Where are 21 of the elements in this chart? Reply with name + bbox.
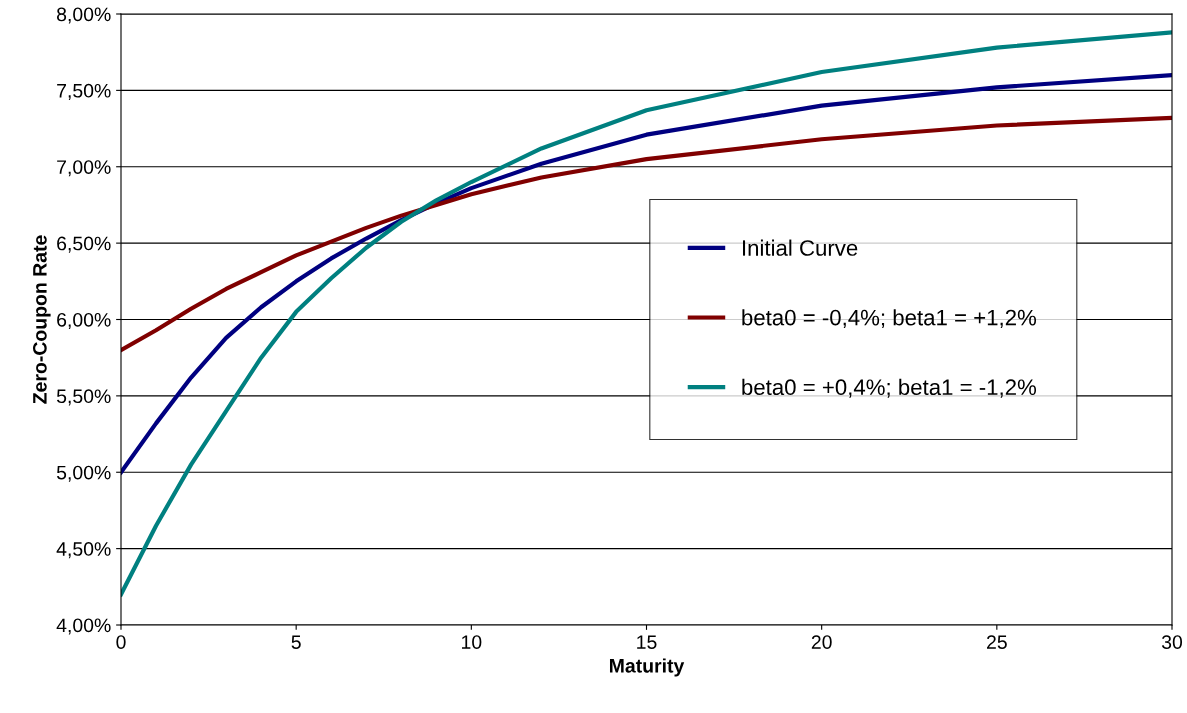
- x-tick-label: 25: [987, 635, 1007, 649]
- y-axis-title: Zero-Coupon Rate: [32, 235, 51, 404]
- x-tick-label: 20: [811, 635, 832, 649]
- y-tick-label: 5,00%: [56, 465, 111, 482]
- legend-label: beta0 = +0,4%; beta1 = -1,2%: [742, 378, 1037, 398]
- y-tick-label: 4,00%: [56, 618, 111, 635]
- y-tick-label: 5,50%: [56, 389, 111, 406]
- x-axis-title: Maturity: [609, 658, 685, 677]
- legend-label: Initial Curve: [742, 239, 858, 256]
- y-tick-label: 8,00%: [56, 7, 111, 24]
- y-tick-label: 4,50%: [56, 542, 111, 559]
- y-tick-label: 6,00%: [57, 312, 111, 330]
- legend-label: beta0 = -0,4%; beta1 = +1,2%: [742, 309, 1037, 329]
- y-tick-label: 7,00%: [57, 160, 111, 177]
- x-tick-label: 5: [291, 635, 301, 649]
- x-tick-label: 15: [637, 635, 657, 649]
- x-tick-label: 30: [1161, 635, 1183, 649]
- x-tick-label: 0: [116, 635, 126, 649]
- x-tick-label: 10: [462, 635, 482, 649]
- y-tick-label: 7,50%: [57, 83, 111, 100]
- y-tick-label: 6,50%: [57, 236, 111, 253]
